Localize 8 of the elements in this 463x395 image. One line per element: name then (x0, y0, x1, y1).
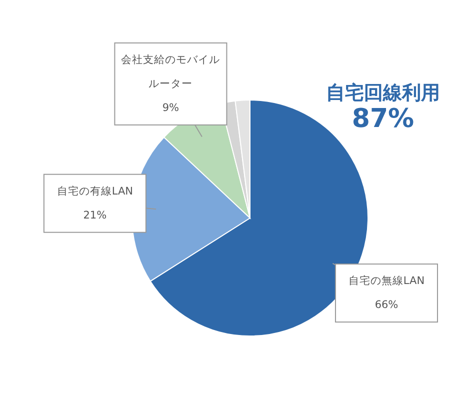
data-label: 21% (83, 209, 107, 222)
text: 87% (350, 104, 416, 134)
data-label: 9% (162, 102, 180, 114)
slice-label: 会社支給のモバイルルーター (121, 52, 220, 90)
text: 自宅回線利用 (325, 81, 441, 106)
slice-label: 自宅の有線LAN (56, 184, 133, 198)
data-label: 66% (374, 299, 398, 312)
slice-label: 自宅の無線LAN (348, 274, 425, 288)
